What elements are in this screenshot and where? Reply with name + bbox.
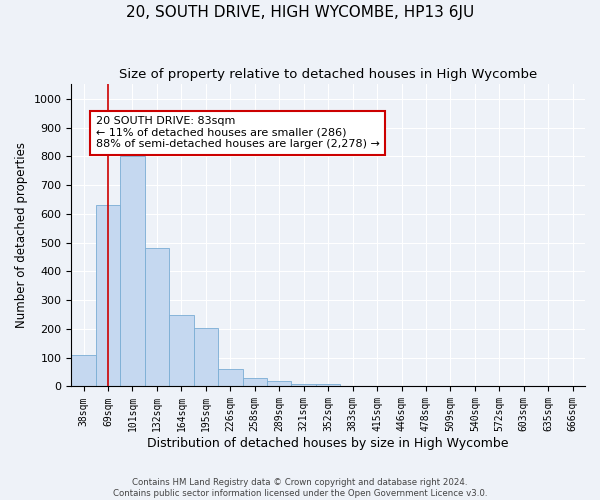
Bar <box>267 382 292 386</box>
Bar <box>194 328 218 386</box>
Bar <box>71 355 96 386</box>
Title: Size of property relative to detached houses in High Wycombe: Size of property relative to detached ho… <box>119 68 537 80</box>
Bar <box>145 248 169 386</box>
Bar <box>292 384 316 386</box>
Bar <box>242 378 267 386</box>
Bar <box>96 206 120 386</box>
Text: 20, SOUTH DRIVE, HIGH WYCOMBE, HP13 6JU: 20, SOUTH DRIVE, HIGH WYCOMBE, HP13 6JU <box>126 5 474 20</box>
Bar <box>316 384 340 386</box>
X-axis label: Distribution of detached houses by size in High Wycombe: Distribution of detached houses by size … <box>148 437 509 450</box>
Text: Contains HM Land Registry data © Crown copyright and database right 2024.
Contai: Contains HM Land Registry data © Crown c… <box>113 478 487 498</box>
Bar <box>218 369 242 386</box>
Text: 20 SOUTH DRIVE: 83sqm
← 11% of detached houses are smaller (286)
88% of semi-det: 20 SOUTH DRIVE: 83sqm ← 11% of detached … <box>96 116 380 150</box>
Bar <box>120 156 145 386</box>
Y-axis label: Number of detached properties: Number of detached properties <box>15 142 28 328</box>
Bar <box>169 314 194 386</box>
